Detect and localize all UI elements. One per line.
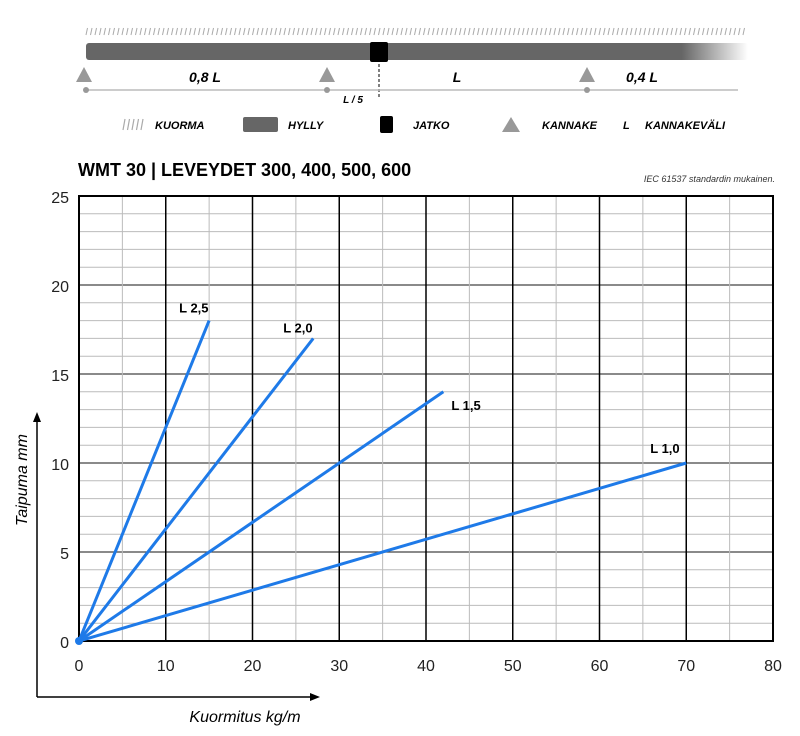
series-lines: L 2,5 L 2,0 L 1,5 L 1,0 [75, 301, 687, 645]
joint-square [370, 42, 388, 62]
legend-joint-icon [380, 116, 393, 133]
y-tick-label: 10 [51, 457, 69, 474]
legend-hatch-icon [122, 118, 144, 131]
series-line [77, 320, 211, 642]
legend-label: HYLLY [288, 120, 325, 132]
x-tick-label: 0 [75, 658, 84, 675]
legend-support-icon [502, 117, 520, 132]
support-icon [76, 67, 92, 82]
y-tick-label: 25 [51, 190, 69, 207]
support-icon [579, 67, 595, 82]
load-hatch [85, 27, 745, 36]
x-tick-label: 20 [244, 658, 262, 675]
x-tick-label: 40 [417, 658, 435, 675]
span-label: L [453, 69, 462, 85]
series-label: L 1,0 [650, 441, 679, 456]
series-line [77, 337, 315, 642]
y-tick-label: 5 [60, 546, 69, 563]
legend-label: KANNAKE [542, 120, 598, 132]
x-tick-label: 10 [157, 658, 175, 675]
x-tick-label: 50 [504, 658, 522, 675]
origin-point [75, 637, 83, 645]
series-label: L 2,0 [283, 320, 312, 335]
legend-shelf-icon [243, 117, 278, 132]
x-tick-label: 30 [330, 658, 348, 675]
grid [78, 195, 774, 642]
series-line [78, 461, 687, 643]
y-axis-label: Taipuma mm [14, 434, 31, 526]
series-label: L 1,5 [451, 398, 480, 413]
chart-title: WMT 30 | LEVEYDET 300, 400, 500, 600 [78, 160, 411, 180]
y-tick-label: 15 [51, 368, 69, 385]
span-diagram: 0,8 L L 0,4 L L / 5 KUORMA HYLLY JATKO K… [76, 27, 748, 133]
support-icon [319, 67, 335, 82]
legend-label: KUORMA [155, 120, 205, 132]
shelf-bar [86, 43, 748, 60]
span-label: 0,4 L [626, 69, 658, 85]
legend-label: JATKO [413, 120, 450, 132]
legend-label: KANNAKEVÄLI [645, 119, 726, 132]
x-axis-label: Kuormitus kg/m [189, 709, 300, 726]
x-tick-label: 60 [591, 658, 609, 675]
legend-symbol: L [623, 120, 630, 132]
chart-subtitle: IEC 61537 standardin mukainen. [644, 174, 775, 184]
y-tick-label: 0 [60, 635, 69, 652]
span-label: 0,8 L [189, 69, 221, 85]
x-tick-label: 80 [764, 658, 782, 675]
y-tick-label: 20 [51, 279, 69, 296]
plot-frame [78, 195, 774, 642]
x-tick-label: 70 [677, 658, 695, 675]
diagram-legend: KUORMA HYLLY JATKO KANNAKE L KANNAKEVÄLI [122, 116, 726, 133]
series-line [78, 390, 445, 643]
series-label: L 2,5 [179, 301, 208, 316]
joint-offset-label: L / 5 [343, 95, 363, 106]
tick-labels: 0 10 20 30 40 50 60 70 80 0 5 10 15 20 25 [51, 190, 782, 675]
